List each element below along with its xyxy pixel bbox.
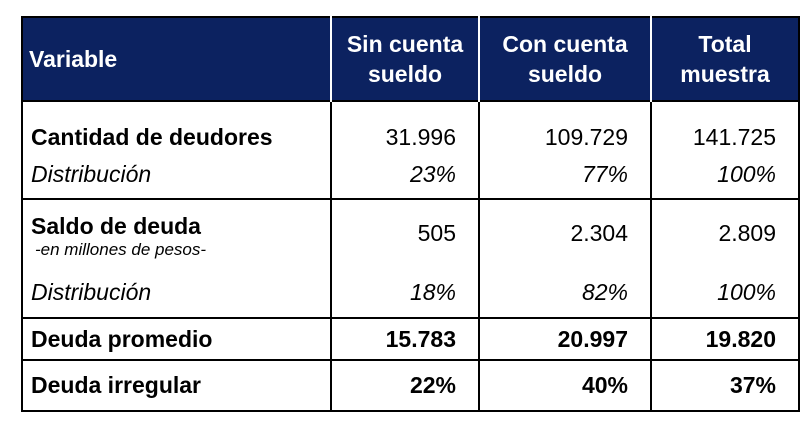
header-variable: Variable <box>21 17 331 101</box>
cell: 100% <box>650 151 800 200</box>
cell: 22% <box>330 360 480 412</box>
row-sublabel: -en millones de pesos- <box>35 240 207 259</box>
cell: 19.820 <box>650 318 800 361</box>
header-text: muestra <box>680 61 770 87</box>
cell: 109.729 <box>478 101 652 151</box>
cell: 2.304 <box>478 199 652 267</box>
header-text: Total <box>698 31 752 57</box>
header-text: sueldo <box>527 61 603 87</box>
cell: 77% <box>478 151 652 200</box>
cell: 15.783 <box>330 318 480 361</box>
header-text: Variable <box>29 46 118 72</box>
header-row: Variable Sin cuenta sueldo Con cuenta suel… <box>21 17 799 101</box>
header-con-cuenta: Con cuenta sueldo <box>478 17 651 101</box>
row-label-text: Saldo de deuda <box>31 213 201 239</box>
row-label: Deuda promedio <box>21 318 332 361</box>
row-label: Deuda irregular <box>21 360 332 412</box>
row-label: Distribución <box>21 267 332 319</box>
table-row: Saldo de deuda -en millones de pesos- 505… <box>21 199 800 267</box>
cell: 23% <box>330 151 480 200</box>
cell: 20.997 <box>478 318 652 361</box>
header-total: Total muestra <box>650 17 799 101</box>
cell: 18% <box>330 267 480 319</box>
row-label: Saldo de deuda -en millones de pesos- <box>21 199 332 267</box>
cell: 40% <box>478 360 652 412</box>
table-row: Distribución 18% 82% 100% <box>21 267 800 319</box>
table-row: Deuda promedio 15.783 20.997 19.820 <box>21 318 800 361</box>
cell: 505 <box>330 199 480 267</box>
cell: 141.725 <box>650 101 800 151</box>
data-table: Variable Sin cuenta sueldo Con cuenta suel… <box>21 16 800 412</box>
header-sin-cuenta: Sin cuenta sueldo <box>330 17 479 101</box>
table-row: Distribución 23% 77% 100% <box>21 151 800 200</box>
header-text: sueldo <box>367 61 443 87</box>
row-label: Distribución <box>21 151 332 200</box>
table-row: Cantidad de deudores 31.996 109.729 141.… <box>21 101 800 151</box>
cell: 37% <box>650 360 800 412</box>
cell: 100% <box>650 267 800 319</box>
cell: 2.809 <box>650 199 800 267</box>
table-row: Deuda irregular 22% 40% 37% <box>21 360 800 412</box>
cell: 82% <box>478 267 652 319</box>
header-text: Con cuenta <box>502 31 628 57</box>
cell: 31.996 <box>330 101 480 151</box>
header-text: Sin cuenta <box>346 31 464 57</box>
row-label: Cantidad de deudores <box>21 101 332 151</box>
